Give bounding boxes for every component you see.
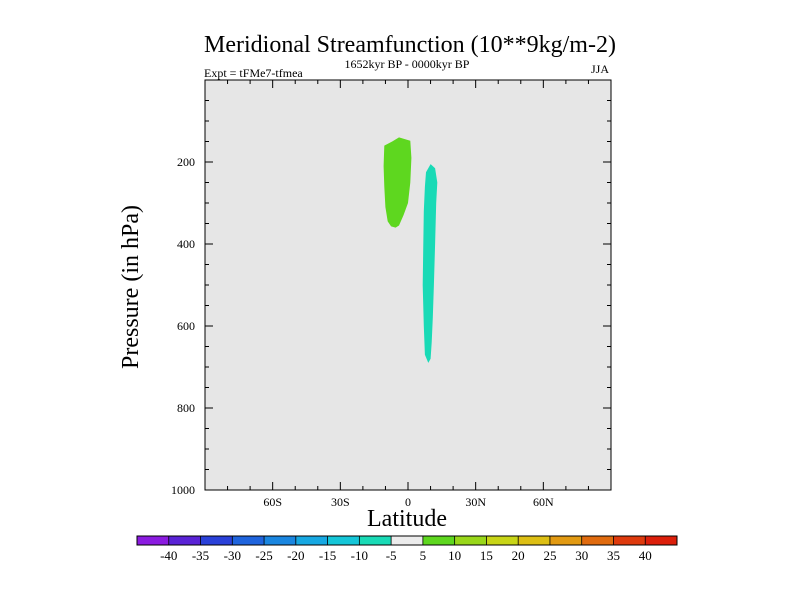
positive-cell-5-to-10	[383, 137, 412, 228]
colorbar-swatch	[486, 536, 519, 545]
y-axis-label: Pressure (in hPa)	[118, 205, 144, 369]
colorbar-label: 5	[420, 548, 427, 563]
season-label: JJA	[591, 62, 609, 76]
colorbar-label: 10	[448, 548, 461, 563]
x-tick-label: 60S	[263, 495, 282, 509]
colorbar-swatch	[232, 536, 265, 545]
negative-cell-minus5-to-minus10	[422, 164, 438, 363]
colorbar-label: 20	[512, 548, 525, 563]
colorbar-swatch	[391, 536, 424, 545]
colorbar-label: -15	[319, 548, 336, 563]
colorbar-label: 15	[480, 548, 493, 563]
colorbar-label: -25	[255, 548, 272, 563]
colorbar-label: 25	[543, 548, 556, 563]
colorbar-frame	[136, 535, 678, 546]
colorbar-label: -40	[160, 548, 177, 563]
x-tick-label: 30S	[331, 495, 350, 509]
y-tick-label: 600	[177, 319, 195, 333]
x-tick-label: 30N	[465, 495, 486, 509]
colorbar-swatch	[200, 536, 233, 545]
y-tick-label: 1000	[171, 483, 195, 497]
chart-title: Meridional Streamfunction (10**9kg/m-2)	[204, 32, 616, 58]
plot-frame	[204, 79, 612, 491]
colorbar-label: -35	[192, 548, 209, 563]
x-tick-label: 60N	[533, 495, 554, 509]
colorbar-swatch	[295, 536, 328, 545]
y-tick-label: 400	[177, 237, 195, 251]
colorbar-label: -5	[386, 548, 397, 563]
x-tick-label: 0	[405, 495, 411, 509]
colorbar-swatch	[359, 536, 392, 545]
colorbar-label: 35	[607, 548, 620, 563]
experiment-label: Expt = tFMe7-tfmea	[204, 66, 303, 80]
colorbar: -40 -35 -30 -25 -20 -15 -10 -5 5 10 15 20 25 30 35 40	[136, 535, 678, 563]
y-tick-label: 800	[177, 401, 195, 415]
colorbar-swatch	[581, 536, 614, 545]
colorbar-swatch	[327, 536, 360, 545]
x-axis-label: Latitude	[367, 506, 447, 532]
colorbar-label: -20	[287, 548, 304, 563]
colorbar-swatch	[168, 536, 201, 545]
colorbar-swatch	[264, 536, 297, 545]
colorbar-swatch	[645, 536, 678, 545]
colorbar-swatch	[518, 536, 551, 545]
colorbar-label: 40	[639, 548, 652, 563]
colorbar-label: -30	[224, 548, 241, 563]
colorbar-swatch	[422, 536, 455, 545]
colorbar-label: -10	[351, 548, 368, 563]
colorbar-swatch	[454, 536, 487, 545]
colorbar-swatch	[137, 536, 170, 545]
y-tick-label: 200	[177, 155, 195, 169]
time-range-label: 1652kyr BP - 0000kyr BP	[345, 57, 470, 71]
colorbar-swatch	[613, 536, 646, 545]
colorbar-swatch	[549, 536, 582, 545]
colorbar-label: 30	[575, 548, 588, 563]
